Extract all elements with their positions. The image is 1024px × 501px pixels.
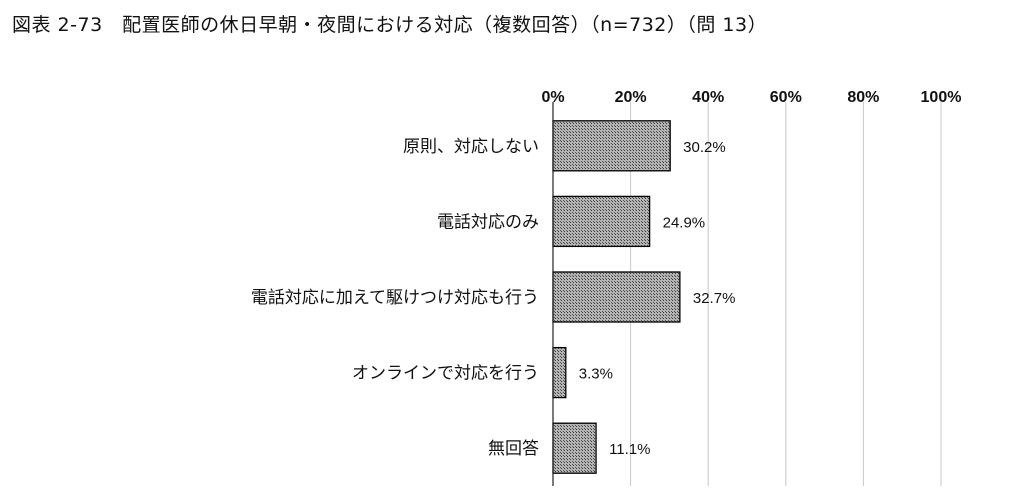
category-labels: 原則、対応しない電話対応のみ電話対応に加えて駆けつけ対応も行うオンラインで対応を…	[251, 137, 539, 459]
value-label: 24.9%	[663, 214, 706, 231]
bar	[552, 120, 671, 172]
value-label: 3.3%	[579, 366, 613, 383]
x-tick-label: 100%	[921, 89, 962, 106]
category-label: 電話対応に加えて駆けつけ対応も行う	[251, 288, 539, 308]
value-labels: 30.2% 24.9% 32.7% 3.3% 11.1%	[579, 139, 736, 458]
bar	[552, 271, 681, 323]
bars	[552, 120, 681, 474]
value-label: 32.7%	[693, 290, 736, 307]
category-label: 電話対応のみ	[437, 212, 539, 232]
x-axis-ticks: 0% 20% 40% 60% 80% 100%	[541, 89, 961, 106]
x-tick-label: 80%	[847, 89, 879, 106]
category-label: オンラインで対応を行う	[352, 364, 539, 384]
value-label: 11.1%	[609, 441, 650, 458]
x-tick-label: 40%	[692, 89, 724, 106]
category-label: 無回答	[488, 439, 539, 459]
bar	[552, 195, 651, 248]
chart-title: 図表 2-73 配置医師の休日早朝・夜間における対応（複数回答）（n=732）（…	[12, 14, 768, 36]
x-tick-label: 60%	[770, 89, 802, 106]
x-tick-label: 0%	[541, 89, 564, 106]
category-label: 原則、対応しない	[403, 137, 539, 157]
value-label: 30.2%	[683, 139, 726, 156]
bar	[552, 346, 567, 399]
x-tick-label: 20%	[615, 89, 647, 106]
bar	[552, 422, 597, 474]
